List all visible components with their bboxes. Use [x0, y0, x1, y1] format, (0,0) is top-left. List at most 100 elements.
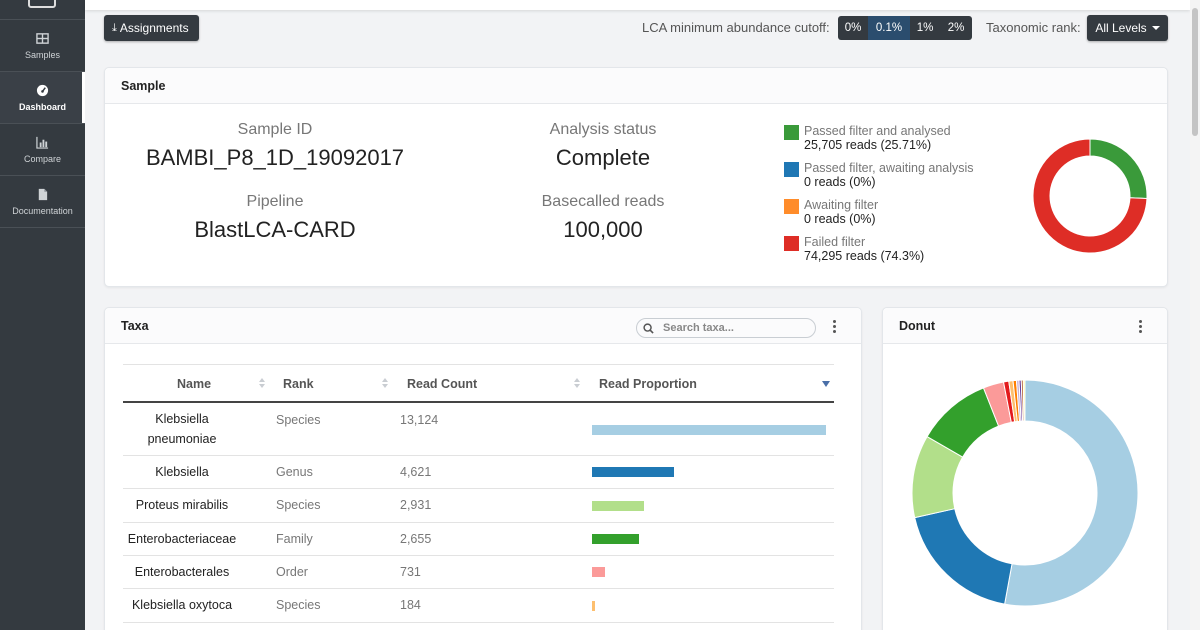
col-rank[interactable]: Rank [283, 377, 314, 391]
sample-card: Sample Sample ID BAMBI_P8_1D_19092017 Pi… [104, 67, 1168, 287]
sample-id-value: BAMBI_P8_1D_19092017 [145, 145, 405, 170]
legend-swatch [784, 125, 799, 140]
sidebar-item-dashboard[interactable]: Dashboard [0, 72, 85, 124]
status-block: Analysis status Complete [503, 121, 703, 171]
sidebar-item-label: Dashboard [18, 101, 66, 112]
legend-name: Awaiting filter [804, 198, 879, 212]
taxon-name: Enterobacterales [134, 565, 230, 579]
pipeline-label: Pipeline [246, 193, 304, 210]
table-row[interactable]: Proteus mirabilis Species 2,931 [123, 489, 834, 523]
document-icon [38, 188, 48, 200]
sidebar-item-label: Compare [23, 153, 61, 164]
sort-desc-icon[interactable] [822, 381, 830, 387]
search-input[interactable]: Search taxa... [636, 318, 816, 338]
taxa-card-title: Taxa [121, 318, 149, 333]
legend-swatch [784, 162, 799, 177]
filter-legend: Passed filter and analysed 25,705 reads (… [784, 124, 974, 272]
sample-id-block: Sample ID BAMBI_P8_1D_19092017 [135, 121, 415, 171]
rank-dropdown[interactable]: All Levels [1087, 15, 1168, 41]
cutoff-option-2[interactable]: 2% [947, 22, 965, 34]
legend-swatch [784, 199, 799, 214]
gauge-icon [36, 84, 49, 96]
taxon-name: Klebsiella [155, 465, 209, 479]
filter-donut-slice-0[interactable] [1089, 138, 1148, 200]
taxon-count: 731 [400, 565, 421, 579]
cutoff-option-1[interactable]: 1% [916, 22, 934, 34]
taxon-count: 2,931 [400, 498, 432, 512]
taxon-rank: Species [276, 413, 321, 427]
legend-item-failed: Failed filter 74,295 reads (74.3%) [784, 235, 974, 272]
sort-icon[interactable] [574, 378, 580, 388]
sort-icon[interactable] [382, 378, 388, 388]
assignments-label: Assignments [119, 21, 189, 35]
taxa-menu-icon[interactable] [833, 320, 836, 335]
cutoff-option-0-1[interactable]: 0.1% [868, 16, 910, 40]
reads-label: Basecalled reads [541, 193, 665, 210]
sidebar-item-samples[interactable]: Samples [0, 20, 85, 72]
taxon-count: 4,621 [400, 465, 432, 479]
status-label: Analysis status [549, 121, 657, 138]
taxa-donut-slice-11[interactable] [1022, 379, 1026, 422]
table-row[interactable]: Enterobacterales Order 731 [123, 556, 834, 589]
sidebar-item-label: Samples [24, 49, 60, 60]
table-row[interactable]: Enterobacteriaceae Family 2,655 [123, 523, 834, 556]
reads-value: 100,000 [563, 217, 643, 242]
assignments-button[interactable]: ⤓ Assignments [104, 15, 199, 41]
proportion-bar [592, 501, 645, 511]
donut-card-header: Donut [883, 308, 1167, 344]
taxon-name: Klebsiella oxytoca [131, 598, 233, 612]
top-navbar [85, 0, 1190, 10]
legend-item-analysed: Passed filter and analysed 25,705 reads (… [784, 124, 974, 161]
taxa-donut-slice-1[interactable] [914, 508, 1013, 605]
taxa-donut-chart [911, 379, 1139, 607]
taxa-table-header: Name Rank Read Count Read Proportion [123, 364, 834, 403]
app-logo[interactable] [0, 0, 85, 20]
legend-name: Passed filter and analysed [804, 124, 951, 138]
reads-block: Basecalled reads 100,000 [503, 193, 703, 243]
table-icon [36, 32, 49, 44]
table-row[interactable]: Klebsiella pneumoniae Species 13,124 [123, 403, 834, 456]
sidebar-item-documentation[interactable]: Documentation [0, 176, 85, 228]
cutoff-selector: 0% 0.1% 1% 2% [838, 16, 972, 40]
sample-id-label: Sample ID [237, 121, 313, 138]
taxa-card-header: Taxa Search taxa... [105, 308, 861, 344]
sidebar: Samples Dashboard Compare Documentation [0, 0, 85, 630]
pipeline-value: BlastLCA-CARD [194, 217, 356, 242]
sidebar-item-compare[interactable]: Compare [0, 124, 85, 176]
sample-card-title: Sample [105, 68, 1167, 104]
filter-donut-slice-3[interactable] [1032, 138, 1148, 254]
donut-card-title: Donut [899, 318, 936, 333]
proportion-bar [592, 467, 675, 477]
pipeline-block: Pipeline BlastLCA-CARD [135, 193, 415, 243]
taxon-rank: Species [276, 598, 321, 612]
cutoff-label: LCA minimum abundance cutoff: [642, 20, 830, 35]
legend-item-awaiting-filter: Awaiting filter 0 reads (0%) [784, 198, 974, 235]
taxa-donut-slice-0[interactable] [1004, 379, 1139, 607]
bar-chart-icon [36, 136, 49, 149]
proportion-bar [592, 567, 606, 577]
page-scrollbar[interactable] [1190, 0, 1200, 630]
table-row[interactable]: Klebsiella Genus 4,621 [123, 456, 834, 489]
taxon-rank: Family [276, 532, 313, 546]
legend-reads: 0 reads (0%) [804, 175, 876, 189]
legend-name: Failed filter [804, 235, 866, 249]
donut-card: Donut [882, 307, 1168, 630]
donut-menu-icon[interactable] [1139, 320, 1142, 335]
col-name[interactable]: Name [177, 377, 212, 391]
proportion-bar [592, 534, 640, 544]
table-row[interactable]: Klebsiella oxytoca Species 184 [123, 589, 834, 623]
caret-down-icon [1151, 26, 1160, 30]
proportion-bar [592, 601, 596, 611]
legend-item-awaiting-analysis: Passed filter, awaiting analysis 0 reads … [784, 161, 974, 198]
taxa-card: Taxa Search taxa... Name Rank Read Count… [104, 307, 862, 630]
taxon-rank: Order [276, 565, 308, 579]
rank-value: All Levels [1095, 21, 1147, 35]
col-read-count[interactable]: Read Count [407, 377, 478, 391]
search-placeholder: Search taxa... [663, 322, 734, 334]
col-read-proportion[interactable]: Read Proportion [599, 377, 697, 391]
taxon-rank: Genus [276, 465, 313, 479]
scrollbar-thumb[interactable] [1192, 8, 1198, 136]
taxon-name: Klebsiella pneumoniae [147, 412, 217, 446]
cutoff-option-0[interactable]: 0% [844, 22, 862, 34]
sort-icon[interactable] [259, 378, 265, 388]
